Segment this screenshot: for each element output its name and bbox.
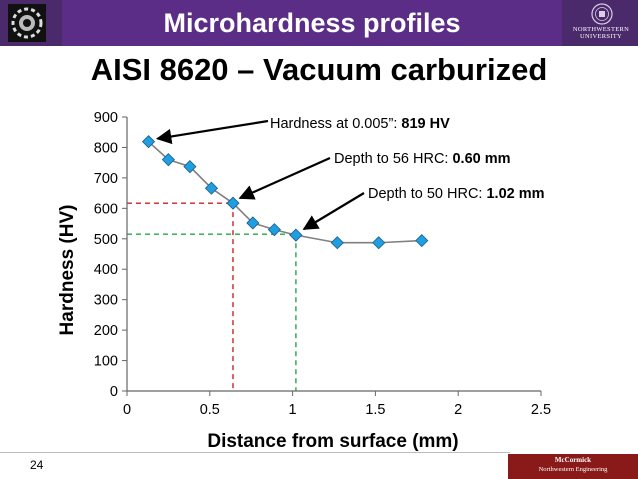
data-point xyxy=(289,228,303,242)
annotation-label: Depth to 50 HRC: 1.02 mm xyxy=(368,186,545,202)
header-title: Microhardness profiles xyxy=(163,7,461,38)
data-point xyxy=(330,236,344,250)
x-tick-label: 1 xyxy=(289,402,297,418)
annotation-arrow xyxy=(302,192,365,231)
x-tick-label: 0 xyxy=(123,402,131,418)
x-tick-label: 2 xyxy=(454,402,462,418)
gear-emblem-icon xyxy=(8,4,46,42)
annotation-value: 0.60 mm xyxy=(452,151,510,167)
data-point xyxy=(415,234,429,248)
header-title-box: Microhardness profiles xyxy=(62,0,562,46)
data-point xyxy=(204,181,219,195)
data-point xyxy=(226,196,240,210)
university-seal-icon xyxy=(591,3,613,25)
y-axis-label: Hardness (HV) xyxy=(57,205,78,336)
annotation-text: Depth to 56 HRC: xyxy=(334,151,452,167)
data-point xyxy=(267,223,281,237)
slide-title: AISI 8620 – Vacuum carburized xyxy=(90,52,548,87)
annotation-label: Hardness at 0.005”: 819 HV xyxy=(270,116,450,132)
mccormick-logo: McCormick Northwestern Engineering xyxy=(508,454,638,479)
header-bar: Microhardness profiles NORTHWESTERN UNIV… xyxy=(0,0,638,46)
y-tick-label: 700 xyxy=(94,171,118,187)
mccormick-logo-name: McCormick xyxy=(554,456,592,464)
annotation-text: Depth to 50 HRC: xyxy=(368,186,486,202)
y-tick-label: 100 xyxy=(94,354,118,370)
data-point xyxy=(161,153,175,167)
data-point xyxy=(372,236,386,250)
annotation-arrow xyxy=(156,119,269,145)
university-wordmark: NORTHWESTERN UNIVERSITY xyxy=(572,26,630,40)
x-tick-label: 1.5 xyxy=(365,402,385,418)
y-tick-label: 0 xyxy=(110,384,118,400)
data-point xyxy=(141,135,156,149)
y-tick-label: 500 xyxy=(94,232,118,248)
data-point xyxy=(246,216,260,230)
slide-number: 24 xyxy=(30,458,44,472)
x-tick-label: 0.5 xyxy=(200,402,220,418)
x-axis-label: Distance from surface (mm) xyxy=(207,431,458,452)
mccormick-logo-sub: Northwestern Engineering xyxy=(538,466,608,473)
annotation-text: Hardness at 0.005”: xyxy=(270,116,401,132)
x-tick-label: 2.5 xyxy=(531,402,551,418)
annotation-arrow xyxy=(238,156,331,200)
y-tick-label: 600 xyxy=(94,201,118,217)
y-tick-label: 800 xyxy=(94,140,118,156)
y-tick-label: 400 xyxy=(94,262,118,278)
annotation-label: Depth to 56 HRC: 0.60 mm xyxy=(334,151,511,167)
annotation-value: 1.02 mm xyxy=(486,186,544,202)
y-tick-label: 200 xyxy=(94,323,118,339)
footer-divider xyxy=(0,452,510,453)
y-tick-label: 300 xyxy=(94,293,118,309)
data-point xyxy=(183,160,197,174)
annotation-value: 819 HV xyxy=(401,116,450,132)
y-tick-label: 900 xyxy=(94,110,118,126)
